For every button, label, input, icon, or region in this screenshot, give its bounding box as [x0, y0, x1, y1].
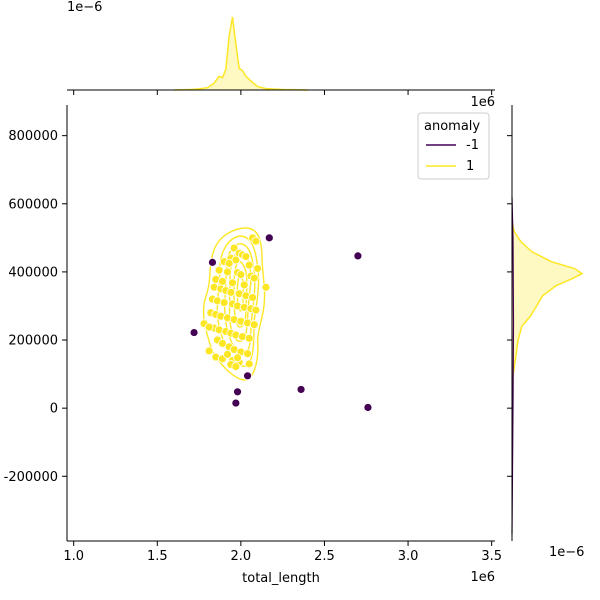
y-tick-label: 800000 [8, 129, 58, 144]
anomaly-point [353, 251, 363, 261]
right-marginal-density-fill [512, 220, 582, 385]
normal-point [253, 264, 262, 273]
main-axes: 1.0 1.5 2.0 2.5 3.0 3.5 -200000 0 200000 400000 6… [4, 90, 512, 586]
normal-point [233, 353, 242, 363]
normal-point [214, 265, 224, 275]
y-offset-label: 1e6 [470, 95, 495, 110]
normal-point [251, 305, 261, 315]
normal-point [218, 277, 227, 286]
x-tick-label: 3.0 [398, 549, 419, 564]
normal-point [249, 320, 259, 330]
normal-point [219, 298, 229, 307]
top-marginal-density-fill [174, 17, 308, 90]
normal-point [251, 236, 261, 246]
anomaly-point [363, 403, 373, 412]
x-tick-label: 1.0 [63, 549, 84, 564]
x-axis-label: total_length [242, 571, 320, 586]
legend: anomaly -1 1 [417, 112, 490, 180]
scatter-points [189, 233, 373, 412]
normal-point [236, 270, 246, 280]
normal-point [204, 322, 214, 332]
legend-box [417, 112, 490, 180]
normal-point [228, 278, 237, 288]
legend-label-anomaly: -1 [466, 138, 479, 153]
y-ticks: -200000 0 200000 400000 600000 800000 [4, 129, 512, 485]
x-tick-label: 1.5 [147, 549, 168, 564]
y-tick-label: 200000 [8, 334, 58, 349]
x-tick-label: 3.5 [481, 549, 502, 564]
anomaly-point [189, 328, 199, 337]
normal-point [239, 280, 249, 290]
normal-point [224, 258, 234, 268]
normal-point [243, 349, 252, 359]
anomaly-point [264, 233, 274, 243]
y-tick-label: 600000 [8, 197, 58, 212]
normal-point [204, 346, 214, 356]
anomaly-point [243, 371, 252, 381]
y-tick-label: 0 [50, 402, 58, 417]
normal-point [226, 287, 236, 297]
anomaly-point [208, 257, 217, 267]
y-tick-label: 400000 [8, 265, 58, 280]
x-tick-label: 2.0 [231, 549, 252, 564]
normal-point [244, 333, 254, 343]
right-marginal-density-line [511, 220, 584, 385]
top-marginal-offset-label: 1e−6 [67, 0, 102, 15]
top-marginal-axes: 1e−6 [67, 0, 495, 91]
normal-point [244, 260, 254, 270]
legend-label-normal: 1 [466, 159, 474, 174]
legend-title: anomaly [424, 119, 480, 134]
y-tick-label: -200000 [4, 470, 58, 485]
normal-point [241, 252, 251, 261]
normal-point [223, 267, 232, 277]
top-marginal-density-line [173, 16, 308, 91]
right-marginal-anomaly-line [511, 196, 515, 535]
normal-point [248, 293, 257, 302]
normal-point [244, 359, 254, 369]
normal-point [231, 362, 241, 372]
x-ticks: 1.0 1.5 2.0 2.5 3.0 3.5 [63, 90, 502, 564]
x-tick-label: 2.5 [314, 549, 335, 564]
anomaly-point [296, 385, 306, 394]
anomaly-point [233, 387, 242, 397]
right-marginal-axes: 1e−6 [511, 105, 584, 560]
normal-point [223, 349, 232, 359]
normal-point [261, 282, 271, 292]
anomaly-point [231, 398, 241, 408]
right-marginal-offset-label: 1e−6 [549, 545, 584, 560]
x-offset-label: 1e6 [470, 570, 495, 585]
normal-point [249, 273, 259, 283]
